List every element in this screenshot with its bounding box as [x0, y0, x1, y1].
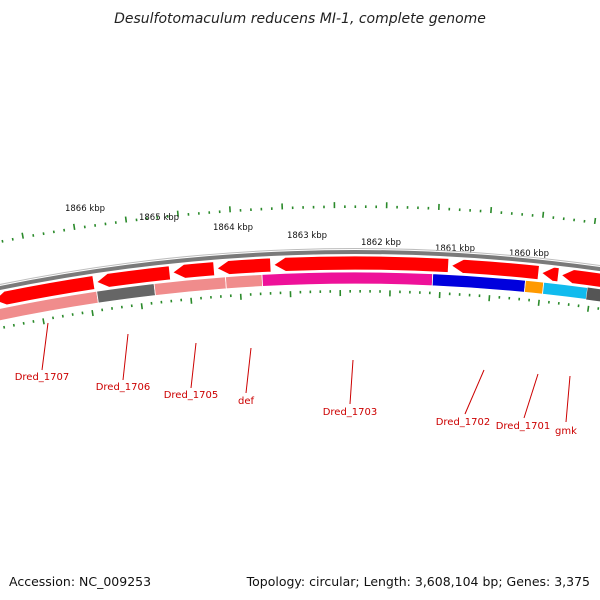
gene-label-gmk: gmk [555, 426, 577, 437]
outer-tick [124, 216, 128, 223]
gene-leader-Dred_1706 [122, 333, 129, 381]
gene-block-Dred_1703 [261, 271, 434, 287]
gene-label-Dred_1702: Dred_1702 [436, 417, 491, 428]
kbp-label-1865: 1865 kbp [139, 213, 179, 223]
inner-tick [42, 318, 45, 325]
cds-arrow [216, 257, 272, 275]
outer-tick [1, 239, 4, 243]
gene-track [0, 271, 600, 322]
cds-arrow [0, 275, 96, 306]
cds-arrow [540, 266, 560, 283]
scale-ticks [1, 202, 600, 329]
outer-tick [21, 232, 25, 239]
genome-summary-text: Topology: circular; Length: 3,608,104 bp… [246, 574, 590, 589]
inner-tick [3, 325, 6, 329]
gene-block-next [586, 287, 600, 302]
kbp-label-1864: 1864 kbp [213, 223, 253, 233]
gene-leader-Dred_1703 [349, 359, 354, 405]
inner-tick [12, 323, 15, 327]
gene-leader-gmk [565, 375, 571, 423]
kbp-label-1862: 1862 kbp [361, 238, 401, 248]
cds-arrow [96, 265, 172, 288]
map-title: Desulfotomaculum reducens MI-1, complete… [114, 11, 486, 27]
inner-tick [91, 309, 94, 317]
outer-tick [593, 217, 597, 225]
inner-tick [22, 321, 25, 325]
gene-block-Dred_1706 [96, 283, 156, 304]
gene-label-Dred_1703: Dred_1703 [323, 407, 378, 418]
cds-arrow [560, 269, 600, 288]
gene-label-Dred_1706: Dred_1706 [96, 382, 151, 393]
scale-labels: 1866 kbp 1865 kbp 1864 kbp 1863 kbp 1862… [65, 204, 549, 259]
outer-tick [176, 210, 179, 217]
cds-arrow [272, 255, 450, 273]
gene-label-Dred_1705: Dred_1705 [164, 390, 219, 401]
cds-track [0, 255, 600, 306]
inner-tick [140, 303, 144, 310]
gene-block-Dred_1701 [523, 279, 545, 295]
inner-tick [537, 299, 540, 306]
kbp-label-1861: 1861 kbp [435, 244, 475, 254]
outer-tick [72, 223, 76, 230]
gene-label-Dred_1707: Dred_1707 [15, 372, 70, 383]
gene-leader-Dred_1701 [523, 373, 539, 419]
inner-tick [586, 305, 590, 312]
gene-block-def [225, 274, 264, 290]
cds-arrow [172, 261, 216, 279]
gene-labels: Dred_1707 Dred_1706 Dred_1705 def Dred_1… [15, 322, 577, 437]
cds-arrow [450, 258, 540, 281]
gene-leader-Dred_1707 [41, 322, 49, 371]
gene-leader-def [245, 347, 252, 394]
accession-text: Accession: NC_009253 [9, 574, 151, 589]
outer-tick [542, 211, 545, 218]
kbp-label-1866: 1866 kbp [65, 204, 105, 214]
gene-label-def: def [238, 396, 255, 407]
gene-leader-Dred_1702 [464, 369, 485, 415]
inner-tick [190, 297, 193, 304]
kbp-label-1863: 1863 kbp [287, 231, 327, 241]
gene-label-Dred_1701: Dred_1701 [496, 421, 551, 432]
kbp-label-1860: 1860 kbp [509, 249, 549, 259]
gene-leader-Dred_1705 [190, 342, 197, 389]
